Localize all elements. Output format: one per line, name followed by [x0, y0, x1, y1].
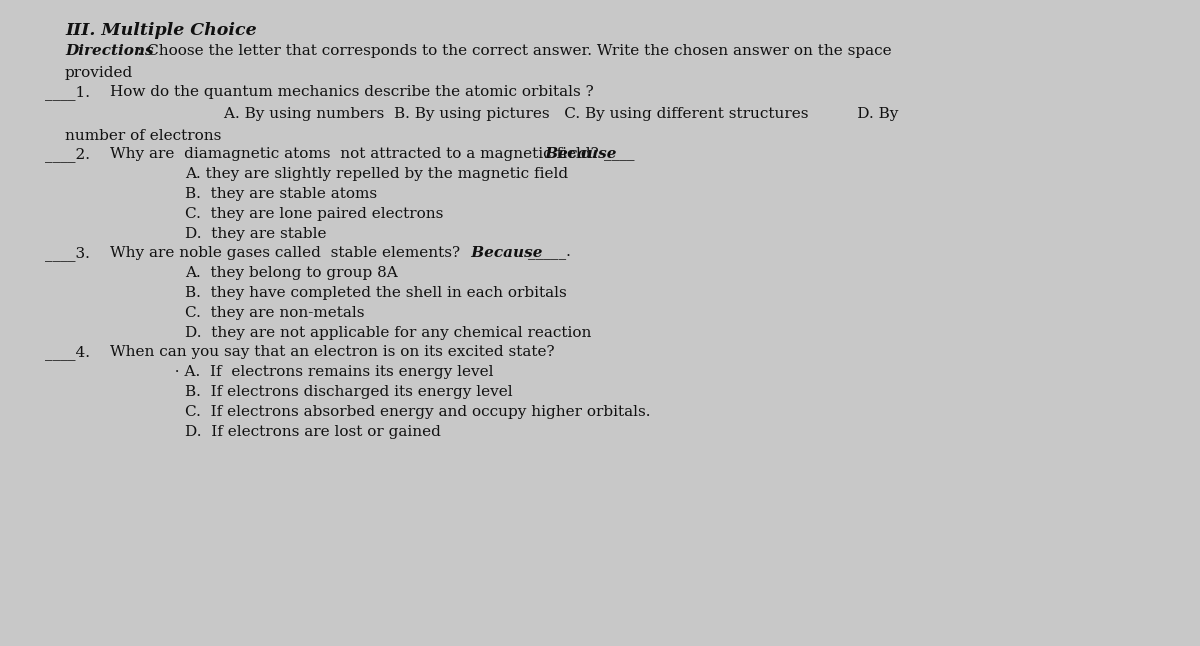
Text: · A.  If  electrons remains its energy level: · A. If electrons remains its energy lev…	[166, 365, 493, 379]
Text: Why are noble gases called  stable elements?: Why are noble gases called stable elemen…	[110, 246, 460, 260]
Text: Directions: Directions	[65, 44, 154, 58]
Text: B.  they are stable atoms: B. they are stable atoms	[185, 187, 377, 201]
Text: III. Multiple Choice: III. Multiple Choice	[65, 22, 257, 39]
Text: provided: provided	[65, 66, 133, 80]
Text: C.  If electrons absorbed energy and occupy higher orbitals.: C. If electrons absorbed energy and occu…	[185, 405, 650, 419]
Text: C.  they are non-metals: C. they are non-metals	[185, 306, 365, 320]
Text: ____4.: ____4.	[46, 346, 90, 360]
Text: A. they are slightly repelled by the magnetic field: A. they are slightly repelled by the mag…	[185, 167, 568, 181]
Text: ____2.: ____2.	[46, 147, 90, 162]
Text: Because: Because	[466, 246, 542, 260]
Text: : Choose the letter that corresponds to the correct answer. Write the chosen ans: : Choose the letter that corresponds to …	[137, 44, 892, 58]
Text: ____1.: ____1.	[46, 85, 90, 99]
Text: B.  they have completed the shell in each orbitals: B. they have completed the shell in each…	[185, 286, 566, 300]
Text: D.  they are not applicable for any chemical reaction: D. they are not applicable for any chemi…	[185, 326, 592, 340]
Text: number of electrons: number of electrons	[65, 129, 221, 143]
Text: A.  they belong to group 8A: A. they belong to group 8A	[185, 266, 397, 280]
Text: C.  they are lone paired electrons: C. they are lone paired electrons	[185, 207, 443, 221]
Text: Because: Because	[540, 147, 617, 162]
Text: When can you say that an electron is on its excited state?: When can you say that an electron is on …	[110, 346, 554, 359]
Text: ____3.: ____3.	[46, 246, 90, 261]
Text: D.  If electrons are lost or gained: D. If electrons are lost or gained	[185, 424, 440, 439]
Text: B.  If electrons discharged its energy level: B. If electrons discharged its energy le…	[185, 385, 512, 399]
Text: Why are  diamagnetic atoms  not attracted to a magnetic field?: Why are diamagnetic atoms not attracted …	[110, 147, 599, 162]
Text: ____: ____	[604, 147, 635, 162]
Text: A. By using numbers  B. By using pictures   C. By using different structures    : A. By using numbers B. By using pictures…	[185, 107, 899, 121]
Text: _____.: _____.	[528, 246, 571, 260]
Text: How do the quantum mechanics describe the atomic orbitals ?: How do the quantum mechanics describe th…	[110, 85, 594, 99]
Text: D.  they are stable: D. they are stable	[185, 227, 326, 240]
